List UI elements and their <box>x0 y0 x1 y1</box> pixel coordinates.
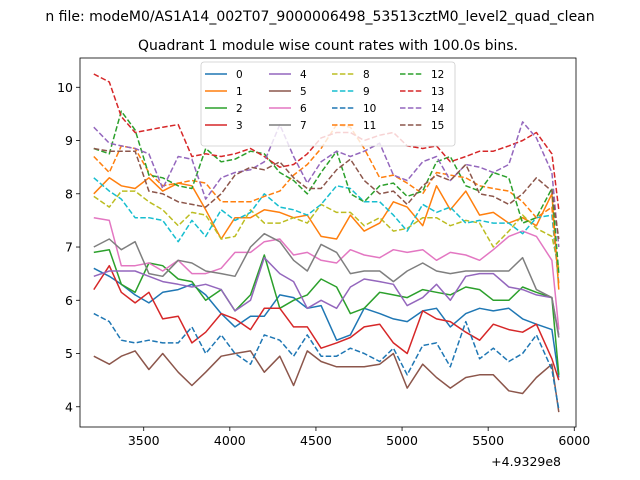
series-line-3 <box>93 264 560 381</box>
legend-label-4: 4 <box>300 69 307 81</box>
legend-label-8: 8 <box>363 69 370 81</box>
series-line-6 <box>93 216 560 330</box>
series-line-11 <box>93 123 560 285</box>
x-tick-label: 5000 <box>386 433 418 448</box>
series-line-12 <box>93 110 560 274</box>
series-line-4 <box>93 256 560 336</box>
legend-label-12: 12 <box>431 69 444 81</box>
legend-label-3: 3 <box>236 120 243 132</box>
y-axis: 4 5 6 7 8 9 10 <box>57 80 80 414</box>
legend-label-9: 9 <box>363 86 370 98</box>
series-line-7 <box>93 232 560 338</box>
series-line-15 <box>93 147 560 240</box>
x-tick-label: 4500 <box>300 433 332 448</box>
legend-label-7: 7 <box>300 120 307 132</box>
legend-label-0: 0 <box>236 69 243 81</box>
legend-label-10: 10 <box>363 103 376 115</box>
series-line-5 <box>93 350 560 413</box>
chart-title: Quadrant 1 module wise count rates with … <box>138 38 518 54</box>
legend-label-2: 2 <box>236 103 243 115</box>
legend-frame <box>200 61 456 147</box>
x-axis: 3500 4000 4500 5000 5500 6000 <box>128 427 590 448</box>
x-tick-label: 3500 <box>128 433 160 448</box>
figure-suptitle: n file: modeM0/AS1A14_002T07_9000006498_… <box>45 9 594 25</box>
legend-label-15: 15 <box>431 120 444 132</box>
series-line-9 <box>93 177 560 285</box>
y-tick-label: 9 <box>65 133 73 148</box>
series-line-2 <box>93 248 560 375</box>
legend-label-5: 5 <box>300 86 307 98</box>
series-line-8 <box>93 190 560 269</box>
x-tick-label: 4000 <box>214 433 246 448</box>
legend-label-6: 6 <box>300 103 307 115</box>
x-tick-label: 6000 <box>558 433 590 448</box>
y-tick-label: 8 <box>65 186 73 201</box>
series-line-10 <box>93 312 560 410</box>
series-line-14 <box>93 121 560 248</box>
x-offset-text: +4.9329e8 <box>491 454 561 469</box>
series-line-1 <box>93 177 560 290</box>
axes-frame <box>79 57 577 428</box>
y-tick-label: 10 <box>57 80 73 95</box>
y-tick-label: 6 <box>65 293 73 308</box>
legend-label-1: 1 <box>236 86 243 98</box>
y-tick-label: 4 <box>65 399 73 414</box>
y-tick-label: 7 <box>65 240 73 255</box>
legend-label-13: 13 <box>431 86 444 98</box>
y-tick-label: 5 <box>65 346 73 361</box>
legend-label-14: 14 <box>431 103 445 115</box>
legend-label-11: 11 <box>363 120 376 132</box>
x-tick-label: 5500 <box>472 433 504 448</box>
series-line-0 <box>93 267 560 378</box>
